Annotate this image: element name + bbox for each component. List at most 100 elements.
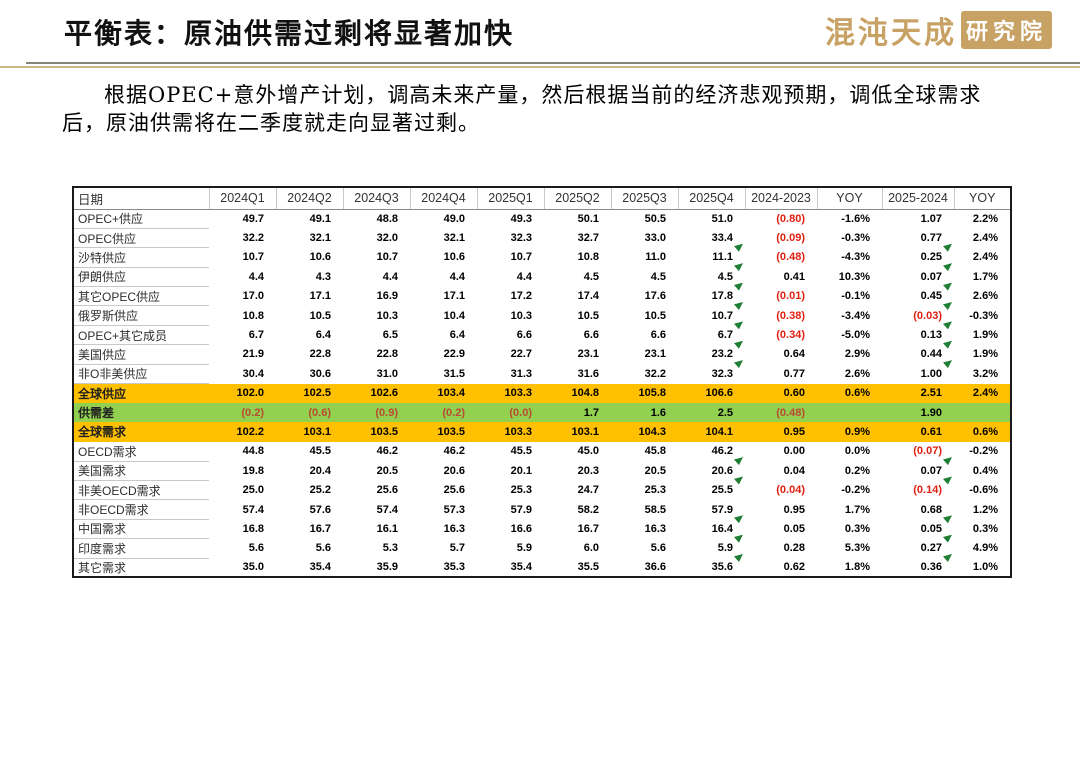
table-cell: 19.8: [209, 461, 276, 481]
table-cell: 4.3: [276, 267, 343, 287]
table-cell: 0.68: [882, 499, 954, 520]
table-cell: 6.6: [611, 325, 678, 345]
table-cell: (0.2): [209, 402, 276, 423]
table-cell: 30.4: [209, 364, 276, 384]
table-cell: 6.0: [544, 538, 611, 559]
company-logo: 混沌天成 研究院: [825, 8, 1052, 52]
table-cell: 16.3: [410, 519, 477, 539]
row-label: 非O非美供应: [73, 364, 209, 385]
table-cell: 4.5: [678, 263, 745, 287]
table-cell: (0.6): [276, 402, 343, 423]
table-cell: 5.6: [611, 538, 678, 559]
table-cell: 17.8: [678, 282, 745, 306]
table-cell: 0.36: [882, 554, 954, 578]
table-cell: 23.2: [678, 340, 745, 365]
table-cell: 50.5: [611, 209, 678, 229]
green-flag-icon: [943, 282, 952, 291]
table-cell: 104.3: [611, 422, 678, 442]
table-cell: 46.2: [678, 441, 745, 462]
table-cell: (0.09): [745, 228, 817, 248]
table-cell: 20.1: [477, 461, 544, 481]
table-cell: 32.2: [209, 228, 276, 248]
table-row: 中国需求 16.8 16.7 16.1 16.3 16.6 16.7 16.3 16.4 0.05…: [73, 515, 1011, 540]
table-cell: 0.3%: [954, 519, 1011, 539]
table-cell: 24.7: [544, 480, 611, 500]
table-cell: (0.48): [745, 247, 817, 268]
table-row: 全球供应 102.0 102.5 102.6 103.4 103.3 104.8 105.8 1…: [73, 383, 1011, 403]
table-cell: 1.7: [544, 402, 611, 423]
table-cell: 103.3: [477, 383, 544, 403]
column-header: 2025Q2: [544, 187, 612, 210]
table-cell: 50.1: [544, 209, 611, 229]
column-header: 2024-2023: [745, 187, 818, 210]
table-cell: 10.8: [544, 247, 611, 268]
table-row: 全球需求 102.2 103.1 103.5 103.5 103.3 103.1 104.3 1…: [73, 422, 1011, 442]
table-cell: 1.6: [611, 402, 678, 423]
table-cell: 10.6: [410, 247, 477, 268]
table-cell: 10.7: [477, 247, 544, 268]
table-cell: 35.6: [678, 554, 745, 578]
table-cell: (0.34): [745, 325, 817, 345]
green-flag-icon: [943, 360, 952, 369]
row-label: OPEC+其它成员: [73, 325, 209, 346]
table-cell: 5.3%: [817, 538, 882, 559]
table-cell: 22.8: [276, 344, 343, 365]
table-cell: (0.01): [745, 286, 817, 306]
table-cell: 0.13: [882, 321, 954, 345]
table-cell: 6.7: [678, 321, 745, 345]
table-cell: 0.62: [745, 558, 817, 578]
table-cell: 11.1: [678, 243, 745, 268]
green-flag-icon: [734, 243, 743, 252]
table-cell: 2.51: [882, 383, 954, 403]
table-cell: 6.6: [544, 325, 611, 345]
green-flag-icon: [943, 554, 952, 563]
table-cell: 0.07: [882, 263, 954, 287]
table-cell: 57.6: [276, 499, 343, 520]
table-cell: (0.14): [882, 476, 954, 500]
table-cell: 22.9: [410, 344, 477, 365]
table-cell: 4.5: [544, 267, 611, 287]
table-cell: -1.6%: [817, 209, 882, 229]
green-flag-icon: [943, 457, 952, 466]
table-cell: 10.3%: [817, 267, 882, 287]
table-cell: 4.5: [611, 267, 678, 287]
table-cell: 1.9%: [954, 325, 1011, 345]
column-header: YOY: [954, 187, 1011, 210]
table-cell: 1.0%: [954, 558, 1011, 578]
table-cell: 102.6: [343, 383, 410, 403]
row-label: 中国需求: [73, 519, 209, 540]
table-cell: 10.7: [209, 247, 276, 268]
row-label: 沙特供应: [73, 247, 209, 268]
table-cell: 35.3: [410, 558, 477, 578]
table-cell: 103.4: [410, 383, 477, 403]
table-cell: -0.1%: [817, 286, 882, 306]
table-cell: 10.8: [209, 305, 276, 326]
green-flag-icon: [943, 263, 952, 272]
table-cell: 45.0: [544, 441, 611, 462]
column-header: 2024Q4: [410, 187, 478, 210]
column-header: 2025Q4: [678, 187, 746, 210]
table-cell: 10.5: [611, 305, 678, 326]
table-cell: 17.6: [611, 286, 678, 306]
table-row: 非OECD需求 57.4 57.6 57.4 57.3 57.9 58.2 58.5 57.9 0…: [73, 499, 1011, 520]
green-flag-icon: [943, 340, 952, 349]
green-flag-icon: [734, 340, 743, 349]
table-cell: 0.05: [745, 519, 817, 539]
table-cell: 22.7: [477, 344, 544, 365]
table-row: 美国供应 21.9 22.8 22.8 22.9 22.7 23.1 23.1 23.2 0.64…: [73, 340, 1011, 365]
table-cell: 35.4: [477, 558, 544, 578]
table-cell: 17.1: [410, 286, 477, 306]
table-cell: 10.3: [477, 305, 544, 326]
table-cell: [954, 402, 1011, 423]
table-cell: 0.2%: [817, 461, 882, 481]
table-cell: 103.1: [276, 422, 343, 442]
green-flag-icon: [943, 321, 952, 330]
table-cell: 5.9: [477, 538, 544, 559]
table-cell: 20.6: [678, 457, 745, 481]
table-cell: -4.3%: [817, 247, 882, 268]
row-label: 全球供应: [73, 383, 209, 403]
table-row: 俄罗斯供应 10.8 10.5 10.3 10.4 10.3 10.5 10.5 10.7 (0.…: [73, 301, 1011, 326]
table-cell: 2.4%: [954, 228, 1011, 248]
table-cell: 16.7: [276, 519, 343, 539]
